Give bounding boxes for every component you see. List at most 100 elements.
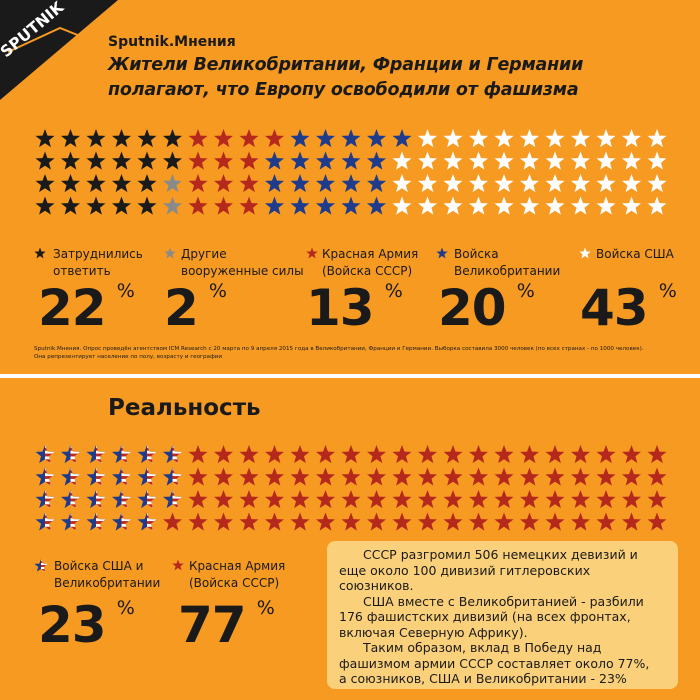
reality-star — [290, 467, 310, 486]
percent-value: 77 — [178, 596, 247, 654]
legend-label: Войска США — [596, 247, 674, 261]
reality-star — [213, 512, 234, 531]
reality-flag-star — [137, 490, 157, 509]
reality-star — [213, 467, 234, 486]
reality-flag-star — [162, 490, 183, 509]
flag-star-icon — [34, 559, 48, 572]
reality-star — [443, 467, 463, 486]
reality-flag-star — [86, 445, 106, 464]
reality-star — [264, 445, 285, 464]
reality-star — [570, 467, 591, 486]
explanation-paragraph: СССР разгромил 506 немецких девизий и ещ… — [339, 547, 638, 593]
value-us-forces: 43 % — [580, 280, 677, 333]
survey-star — [137, 129, 157, 148]
reality-star — [392, 512, 412, 531]
survey-star — [264, 129, 285, 148]
survey-star — [315, 129, 336, 148]
survey-star — [545, 129, 565, 148]
reality-flag-star — [35, 512, 55, 531]
reality-star — [188, 467, 208, 486]
percent-sign: % — [516, 280, 535, 302]
reality-star — [366, 512, 387, 531]
survey-star — [621, 129, 642, 148]
reality-star — [162, 512, 183, 531]
survey-star — [494, 196, 514, 215]
reality-flag-star — [86, 490, 106, 509]
explanation-box: СССР разгромил 506 немецких девизий и ещ… — [327, 541, 678, 689]
survey-star — [519, 129, 540, 148]
survey-star — [35, 196, 55, 215]
reality-star — [392, 490, 412, 509]
reality-star — [188, 445, 208, 464]
survey-star — [188, 196, 208, 215]
reality-star — [239, 445, 259, 464]
reality-star — [239, 467, 259, 486]
reality-star — [621, 467, 642, 486]
survey-star — [213, 196, 234, 215]
survey-star — [290, 196, 310, 215]
survey-star — [86, 174, 106, 193]
survey-star — [519, 151, 540, 170]
survey-star — [366, 174, 387, 193]
reality-star-grid — [35, 445, 667, 531]
star-icon — [436, 247, 448, 259]
legend-label: Затруднились ответить — [53, 247, 143, 278]
reality-star — [468, 445, 489, 464]
reality-star — [570, 512, 591, 531]
survey-star — [443, 151, 463, 170]
value-dont-know: 22 % — [38, 280, 135, 333]
survey-star — [341, 129, 361, 148]
reality-flag-star — [60, 512, 81, 531]
percent-sign: % — [208, 280, 227, 302]
survey-star — [60, 129, 81, 148]
survey-star — [162, 151, 183, 170]
reality-title: Реальность — [108, 395, 261, 421]
survey-star — [86, 196, 106, 215]
survey-star — [468, 129, 489, 148]
reality-star — [545, 467, 565, 486]
reality-star — [468, 512, 489, 531]
survey-star — [468, 151, 489, 170]
survey-star — [392, 129, 412, 148]
reality-star — [468, 490, 489, 509]
reality-star — [647, 445, 667, 464]
legend-label: Другие вооруженные силы — [181, 247, 304, 278]
reality-star — [570, 445, 591, 464]
survey-star — [417, 174, 438, 193]
survey-star — [647, 196, 667, 215]
survey-star — [392, 174, 412, 193]
reality-flag-star — [60, 445, 81, 464]
reality-star — [443, 445, 463, 464]
reality-flag-star — [111, 512, 132, 531]
reality-flag-star — [86, 467, 106, 486]
survey-star — [60, 196, 81, 215]
legend-label: Красная Армия (Войска СССР) — [322, 247, 419, 278]
reality-star — [341, 467, 361, 486]
reality-star — [519, 445, 540, 464]
reality-flag-star — [111, 490, 132, 509]
survey-star — [621, 196, 642, 215]
reality-star — [494, 512, 514, 531]
survey-star — [468, 196, 489, 215]
survey-star — [239, 129, 259, 148]
survey-star — [570, 196, 591, 215]
reality-star — [647, 490, 667, 509]
reality-flag-star — [111, 467, 132, 486]
survey-star — [60, 174, 81, 193]
survey-star — [137, 151, 157, 170]
percent-sign: % — [116, 280, 135, 302]
survey-star — [596, 196, 616, 215]
survey-star — [264, 151, 285, 170]
reality-star — [290, 512, 310, 531]
survey-star — [545, 174, 565, 193]
reality-star — [366, 467, 387, 486]
reality-star — [545, 445, 565, 464]
percent-value: 13 — [306, 279, 375, 337]
star-icon — [34, 247, 46, 259]
reality-star — [290, 445, 310, 464]
percent-value: 20 — [438, 279, 507, 337]
star-icon — [579, 247, 591, 259]
survey-star — [494, 129, 514, 148]
star-icon — [306, 247, 318, 259]
percent-value: 2 — [164, 279, 199, 337]
